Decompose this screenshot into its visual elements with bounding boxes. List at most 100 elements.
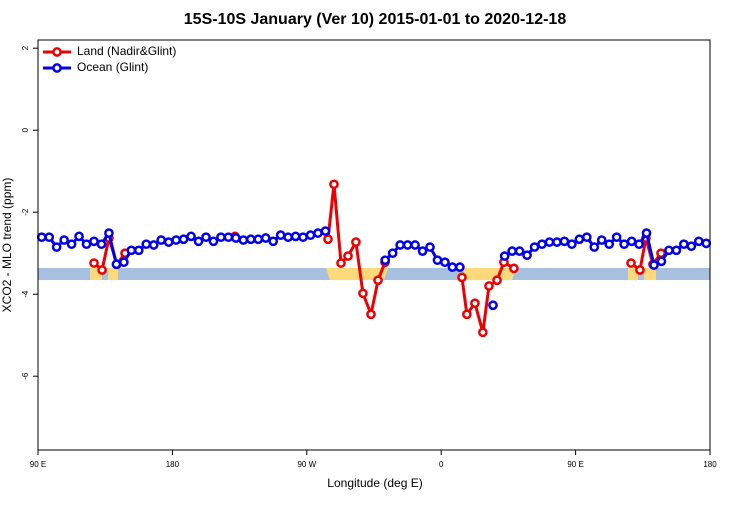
data-point — [373, 275, 383, 286]
data-point — [484, 281, 494, 291]
data-point — [208, 236, 219, 247]
x-tick-label: 90 E — [30, 460, 46, 469]
data-point — [440, 257, 450, 268]
data-point — [178, 234, 189, 245]
data-point — [74, 231, 84, 242]
data-point — [432, 255, 443, 266]
y-tick-label: -4 — [21, 290, 30, 298]
data-point — [395, 240, 405, 250]
data-point — [701, 238, 712, 249]
data-point — [626, 236, 637, 247]
data-point — [223, 232, 234, 243]
data-point — [305, 230, 316, 241]
data-point — [238, 235, 249, 245]
y-tick-label: -6 — [21, 372, 30, 380]
data-point — [425, 242, 435, 252]
data-point — [89, 236, 99, 247]
data-point — [193, 236, 204, 247]
data-point — [492, 275, 502, 286]
data-point — [589, 242, 600, 252]
data-point — [268, 236, 279, 247]
data-point — [387, 248, 398, 259]
land-strip — [326, 268, 388, 280]
data-point — [417, 246, 428, 256]
data-point — [641, 228, 652, 238]
data-point — [36, 232, 47, 243]
legend: Land (Nadir&Glint) Ocean (Glint) — [43, 44, 176, 74]
data-point — [81, 239, 92, 250]
data-point — [163, 237, 174, 247]
legend-label: Ocean (Glint) — [77, 60, 148, 74]
data-point — [313, 228, 323, 238]
data-point — [522, 250, 532, 261]
chart-title: 15S-10S January (Ver 10) 2015-01-01 to 2… — [184, 11, 567, 28]
data-point — [366, 309, 376, 320]
data-point — [649, 260, 659, 270]
y-tick-label: -2 — [21, 208, 30, 216]
data-point — [298, 232, 308, 243]
data-point — [59, 235, 69, 245]
data-point — [656, 256, 667, 267]
data-point — [679, 239, 689, 250]
land-strip — [644, 268, 656, 280]
data-point — [619, 239, 629, 250]
data-point — [581, 232, 592, 243]
data-point — [410, 240, 420, 250]
data-point — [693, 236, 704, 247]
data-point — [380, 255, 391, 266]
data-point — [343, 251, 353, 261]
data-point — [596, 235, 607, 245]
data-point — [148, 240, 159, 250]
data-point — [44, 232, 55, 243]
x-tick-label: 90 W — [297, 460, 316, 469]
data-point — [171, 235, 181, 245]
y-tick-label: 0 — [21, 127, 30, 132]
data-point — [529, 242, 540, 252]
data-point — [66, 239, 77, 250]
data-point — [97, 265, 107, 275]
data-point — [104, 228, 114, 238]
surface-strip — [38, 268, 710, 280]
data-point — [402, 240, 413, 250]
legend-marker — [52, 63, 62, 73]
data-point — [455, 262, 465, 272]
data-point — [119, 257, 129, 268]
x-tick-label: 180 — [703, 460, 717, 469]
data-point — [216, 232, 226, 243]
data-point — [514, 246, 525, 256]
data-point — [488, 300, 498, 311]
data-point — [507, 246, 517, 256]
data-point — [186, 231, 196, 242]
data-point — [245, 234, 256, 245]
data-point — [141, 239, 152, 250]
data-point — [51, 242, 62, 252]
data-point — [290, 231, 301, 242]
data-point — [537, 239, 547, 250]
data-point — [447, 262, 458, 272]
legend-marker — [52, 47, 62, 57]
data-point — [89, 258, 99, 268]
data-point — [111, 259, 122, 270]
data-point — [457, 272, 467, 283]
data-point — [664, 245, 674, 256]
data-point — [231, 233, 241, 243]
data-point — [567, 239, 577, 250]
data-point — [156, 235, 167, 245]
data-point — [552, 237, 562, 247]
data-point — [470, 298, 480, 309]
plot-frame — [37, 39, 711, 451]
data-point — [96, 239, 107, 250]
data-point — [634, 239, 644, 250]
data-point — [260, 233, 271, 243]
land-strip — [628, 268, 638, 280]
data-point — [133, 245, 144, 256]
x-tick-label: 180 — [166, 460, 180, 469]
data-point — [671, 245, 682, 256]
data-point — [462, 309, 472, 320]
data-point — [336, 258, 346, 268]
y-tick-label: 2 — [21, 45, 30, 50]
data-point — [544, 237, 555, 247]
x-tick-label: 0 — [439, 460, 444, 469]
legend-label: Land (Nadir&Glint) — [77, 44, 176, 58]
